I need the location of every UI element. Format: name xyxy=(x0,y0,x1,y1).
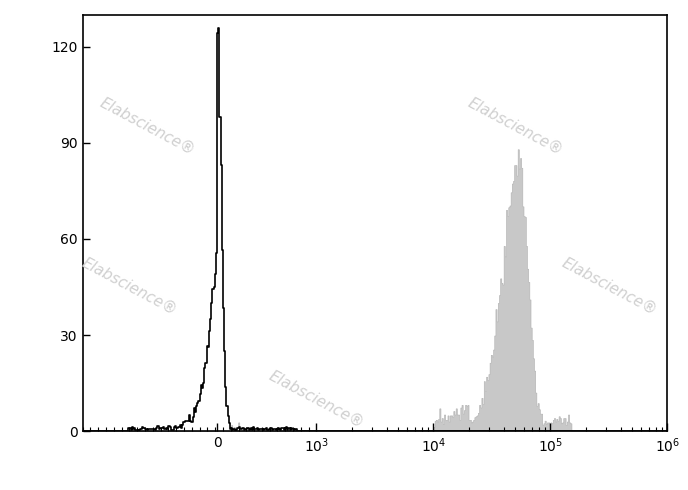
Text: Elabscience®: Elabscience® xyxy=(465,96,566,158)
Text: Elabscience®: Elabscience® xyxy=(559,256,659,318)
Text: Elabscience®: Elabscience® xyxy=(97,96,197,158)
Text: Elabscience®: Elabscience® xyxy=(266,368,367,431)
Text: Elabscience®: Elabscience® xyxy=(79,256,180,318)
